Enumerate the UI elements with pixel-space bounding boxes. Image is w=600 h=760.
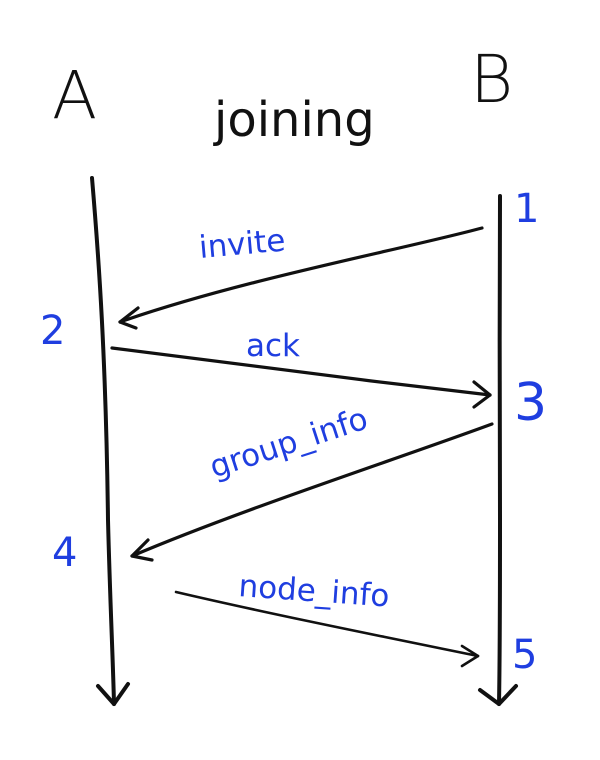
- diagram-title: joining: [213, 92, 375, 148]
- message-invite-arrow: [118, 226, 484, 324]
- participant-a-label: A: [52, 57, 97, 134]
- lifeline-b: [497, 194, 503, 706]
- participant-b-label: B: [470, 41, 513, 118]
- step-1-label: 1: [514, 186, 539, 232]
- step-3-label: 3: [514, 373, 547, 433]
- message-ack-arrowhead: [472, 380, 492, 409]
- message-invite-arrowhead: [118, 306, 140, 330]
- step-5-label: 5: [512, 632, 537, 678]
- message-group-info-arrowhead: [130, 538, 154, 562]
- message-node-info-arrow: [174, 590, 480, 658]
- message-ack-arrow: [110, 346, 492, 397]
- message-group-info-arrow: [130, 422, 494, 558]
- step-2-label: 2: [40, 308, 65, 354]
- lifeline-a: [90, 176, 116, 706]
- message-node-info-arrowhead: [460, 644, 480, 668]
- message-invite-label: invite: [198, 223, 287, 266]
- lifeline-a-arrowhead: [96, 682, 130, 706]
- message-group-info-label: group_info: [205, 401, 372, 486]
- step-4-label: 4: [52, 530, 77, 576]
- message-ack-label: ack: [246, 328, 300, 364]
- lifeline-b-arrowhead: [478, 684, 518, 706]
- message-node-info-label: node_info: [237, 568, 390, 614]
